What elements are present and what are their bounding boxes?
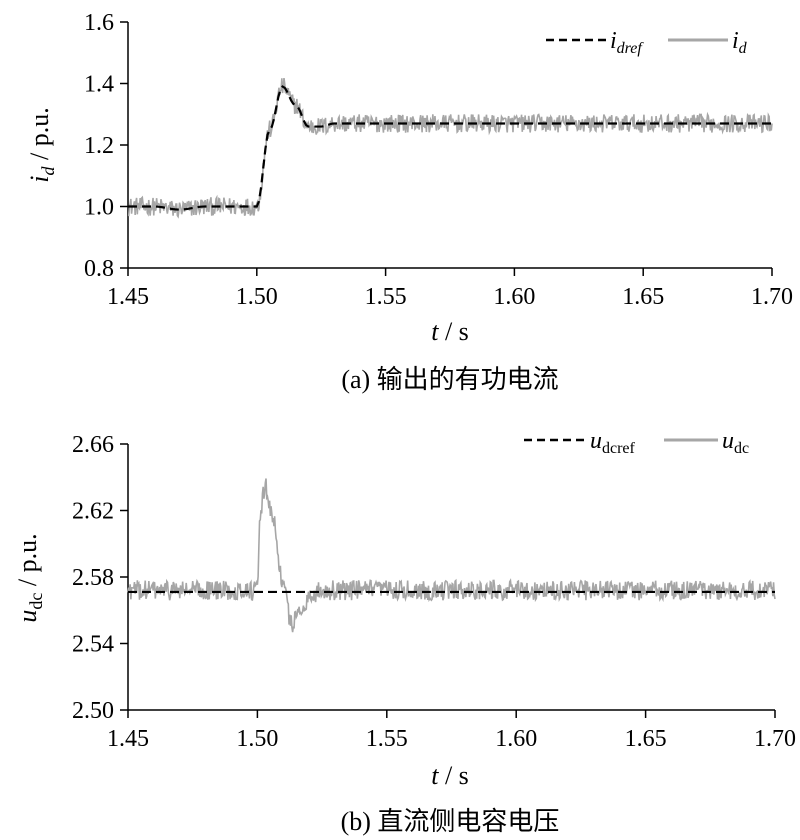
panel-a-x-tick-label: 1.60	[493, 284, 535, 310]
panel-a-caption: (a) 输出的有功电流	[341, 365, 558, 394]
legend-label-udc: udc	[722, 428, 749, 457]
panel-a-series-idref	[128, 85, 772, 211]
panel-b-legend: udcref udc	[524, 428, 749, 457]
panel-a-y-tick-label: 1.4	[84, 72, 114, 98]
panel-b-x-tick-label: 1.70	[754, 726, 796, 752]
panel-b-x-tick-label: 1.60	[495, 726, 537, 752]
panel-b-y-tick-label: 2.62	[72, 499, 114, 525]
panel-b-series-udc	[127, 478, 776, 633]
panel-b-y-tick-label: 2.54	[72, 632, 114, 658]
panel-a-series-id	[127, 78, 773, 219]
panel-a-x-tick-label: 1.55	[365, 284, 407, 310]
panel-b-series	[127, 478, 776, 633]
panel-b-caption: (b) 直流侧电容电压	[341, 807, 560, 836]
panel-a-y-tick-label: 0.8	[84, 256, 114, 282]
panel-a-ticks: 1.45 1.50 1.55 1.60 1.65 1.70 0.8 1.0 1.2 1.4 1.6	[84, 10, 793, 310]
panel-a-series	[127, 78, 773, 219]
panel-b-y-axis-title: udc / p.u.	[13, 533, 46, 622]
legend-label-udcref: udcref	[590, 428, 636, 457]
panel-a-x-tick-label: 1.70	[751, 284, 793, 310]
panel-a: 1.45 1.50 1.55 1.60 1.65 1.700.81.01.21.41.6 …	[25, 10, 793, 394]
panel-a-x-tick-label: 1.50	[236, 284, 278, 310]
panel-a-x-tick-label: 1.45	[107, 284, 149, 310]
panel-b-x-tick-label: 1.45	[107, 726, 149, 752]
panel-b-y-tick-label: 2.58	[72, 565, 114, 591]
panel-b-x-axis-title: t / s	[431, 761, 469, 790]
panel-a-x-tick-label: 1.65	[622, 284, 664, 310]
panel-a-y-tick-label: 1.6	[84, 10, 114, 36]
panel-b-ticks: 1.45 1.50 1.55 1.60 1.65 1.70 2.50 2.54 2.58 2.62…	[72, 432, 796, 752]
legend-label-id: id	[732, 28, 748, 57]
panel-a-y-tick-label: 1.2	[84, 133, 114, 159]
panel-b: 1.45 1.50 1.55 1.60 1.65 1.70 2.50 2.54 2.58 2.62…	[13, 428, 796, 836]
panel-b-x-tick-label: 1.50	[236, 726, 278, 752]
panel-a-y-tick-label: 1.0	[84, 195, 114, 221]
legend-label-idref: idref	[610, 28, 644, 57]
panel-b-y-tick-label: 2.50	[72, 698, 114, 724]
panel-b-x-tick-label: 1.55	[366, 726, 408, 752]
panel-a-y-axis-title: id / p.u.	[25, 107, 58, 182]
panel-a-x-axis-title: t / s	[431, 317, 469, 346]
panel-b-x-tick-label: 1.65	[625, 726, 667, 752]
panel-a-legend: idref id	[546, 28, 748, 57]
panel-b-y-tick-label: 2.66	[72, 432, 114, 458]
